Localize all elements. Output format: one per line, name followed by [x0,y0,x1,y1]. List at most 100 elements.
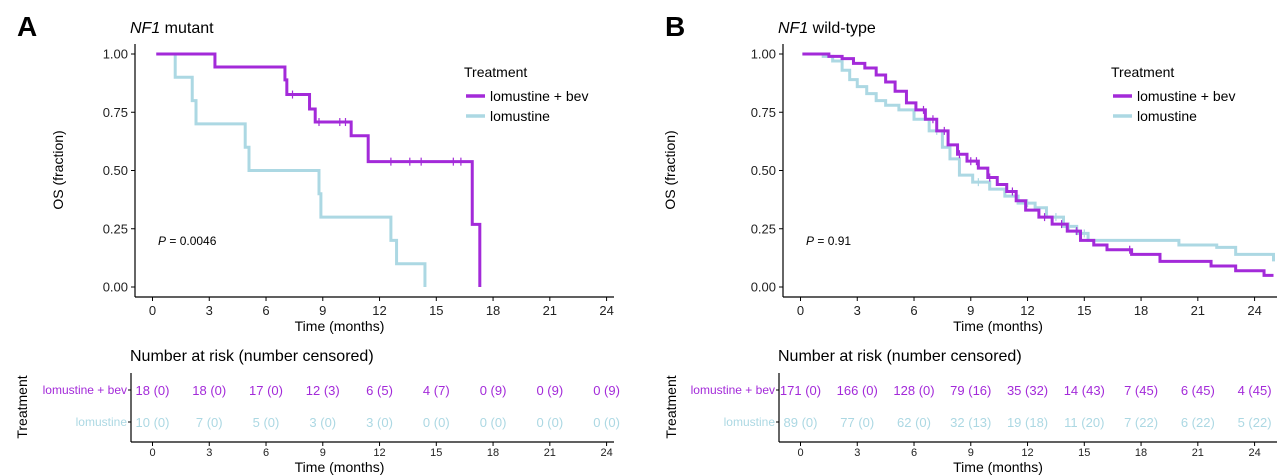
panel-title: NF1 wild-type [778,20,876,37]
risk-cell: 7 (0) [196,415,223,430]
x-tick-label: 9 [967,303,974,318]
risk-cell: 171 (0) [780,383,821,398]
risk-cell: 128 (0) [893,383,934,398]
risk-x-tick-label: 3 [206,447,212,459]
risk-cell: 4 (45) [1238,383,1272,398]
risk-cell: 0 (0) [593,415,620,430]
legend-title: Treatment [1111,64,1174,80]
risk-row-label: lomustine [76,415,128,429]
panel-b: B NF1 wild-type 0.00 0.25 0.50 0.75 1.00 0 3 6 9 12… [662,11,1277,475]
p-value: P = 0.0046 [158,234,217,248]
risk-cell: 0 (0) [423,415,450,430]
x-tick-label: 6 [262,303,269,318]
curve-lomustine-bev [802,52,1274,277]
risk-x-axis-label: Time (months) [295,459,385,475]
risk-x-tick-label: 9 [320,447,326,459]
x-tick-label: 0 [797,303,804,318]
risk-cell: 35 (32) [1007,383,1048,398]
panel-label: A [17,11,37,42]
risk-cell: 7 (45) [1124,383,1158,398]
y-tick-label: 0.00 [751,280,776,295]
y-tick-label: 0.25 [751,221,776,236]
risk-cell: 7 (22) [1124,415,1158,430]
risk-table-title: Number at risk (number censored) [130,348,374,365]
x-tick-label: 15 [429,303,443,318]
risk-x-tick-label: 9 [968,447,974,459]
risk-x-tick-label: 18 [487,447,499,459]
risk-cell: 5 (22) [1238,415,1272,430]
x-tick-label: 12 [1020,303,1034,318]
risk-cell: 0 (9) [593,383,620,398]
risk-row-label: lomustine [724,415,776,429]
risk-x-tick-label: 15 [1078,447,1090,459]
x-tick-label: 6 [910,303,917,318]
risk-table-title: Number at risk (number censored) [778,348,1022,365]
p-value: P = 0.91 [806,234,851,248]
risk-cell: 5 (0) [253,415,280,430]
risk-cell: 0 (9) [536,383,563,398]
risk-cell: 89 (0) [784,415,818,430]
legend-label: lomustine [1137,108,1197,124]
risk-x-tick-label: 12 [1021,447,1033,459]
risk-x-tick-label: 24 [1248,447,1260,459]
risk-cell: 32 (13) [950,415,991,430]
x-tick-label: 15 [1077,303,1091,318]
risk-x-tick-label: 21 [544,447,556,459]
y-tick-label: 0.50 [751,163,776,178]
x-axis-label: Time (months) [295,318,385,334]
risk-cell: 6 (22) [1181,415,1215,430]
panel-label: B [665,11,685,42]
risk-cell: 3 (0) [309,415,336,430]
x-tick-label: 3 [854,303,861,318]
risk-cell: 18 (0) [136,383,170,398]
risk-row-label: lomustine + bev [43,383,127,397]
risk-cell: 12 (3) [306,383,340,398]
curve-lomustine [156,52,427,287]
risk-x-tick-label: 6 [911,447,917,459]
legend-label: lomustine [490,108,550,124]
risk-y-axis-label: Treatment [663,375,679,438]
legend-label: lomustine + bev [490,88,588,104]
risk-x-tick-label: 18 [1135,447,1147,459]
risk-cell: 10 (0) [136,415,170,430]
risk-cell: 62 (0) [897,415,931,430]
risk-cell: 0 (9) [480,383,507,398]
risk-cell: 0 (0) [480,415,507,430]
risk-x-tick-label: 24 [600,447,612,459]
y-tick-label: 0.25 [103,221,128,236]
risk-cell: 11 (20) [1064,415,1104,430]
x-axis-label: Time (months) [953,318,1043,334]
risk-cell: 6 (5) [366,383,393,398]
risk-cell: 6 (45) [1181,383,1215,398]
x-tick-label: 24 [599,303,613,318]
curve-lomustine-bev [156,52,482,287]
risk-x-tick-label: 12 [373,447,385,459]
y-tick-label: 1.00 [751,47,776,62]
risk-cell: 0 (0) [536,415,563,430]
risk-row-label: lomustine + bev [691,383,775,397]
curve-lomustine [802,52,1275,262]
y-tick-label: 1.00 [103,47,128,62]
x-tick-label: 12 [372,303,386,318]
panel-title: NF1 mutant [130,20,214,37]
x-tick-label: 21 [543,303,557,318]
x-tick-label: 3 [206,303,213,318]
risk-cell: 14 (43) [1064,383,1105,398]
x-tick-label: 21 [1191,303,1205,318]
y-tick-label: 0.75 [103,105,128,120]
legend-title: Treatment [464,64,527,80]
risk-x-tick-label: 3 [854,447,860,459]
x-tick-label: 24 [1247,303,1261,318]
risk-cell: 19 (18) [1007,415,1048,430]
risk-y-axis-label: Treatment [14,375,30,438]
x-tick-label: 0 [149,303,156,318]
panel-a: A NF1 mutant 0.00 0.25 0.50 0.75 1.00 0 3 6 9 12 15 1… [14,11,620,475]
risk-cell: 18 (0) [192,383,226,398]
y-axis-label: OS (fraction) [50,130,66,209]
x-tick-label: 18 [486,303,500,318]
x-tick-label: 9 [319,303,326,318]
risk-x-tick-label: 0 [797,447,803,459]
risk-cell: 4 (7) [423,383,450,398]
risk-x-tick-label: 0 [149,447,155,459]
